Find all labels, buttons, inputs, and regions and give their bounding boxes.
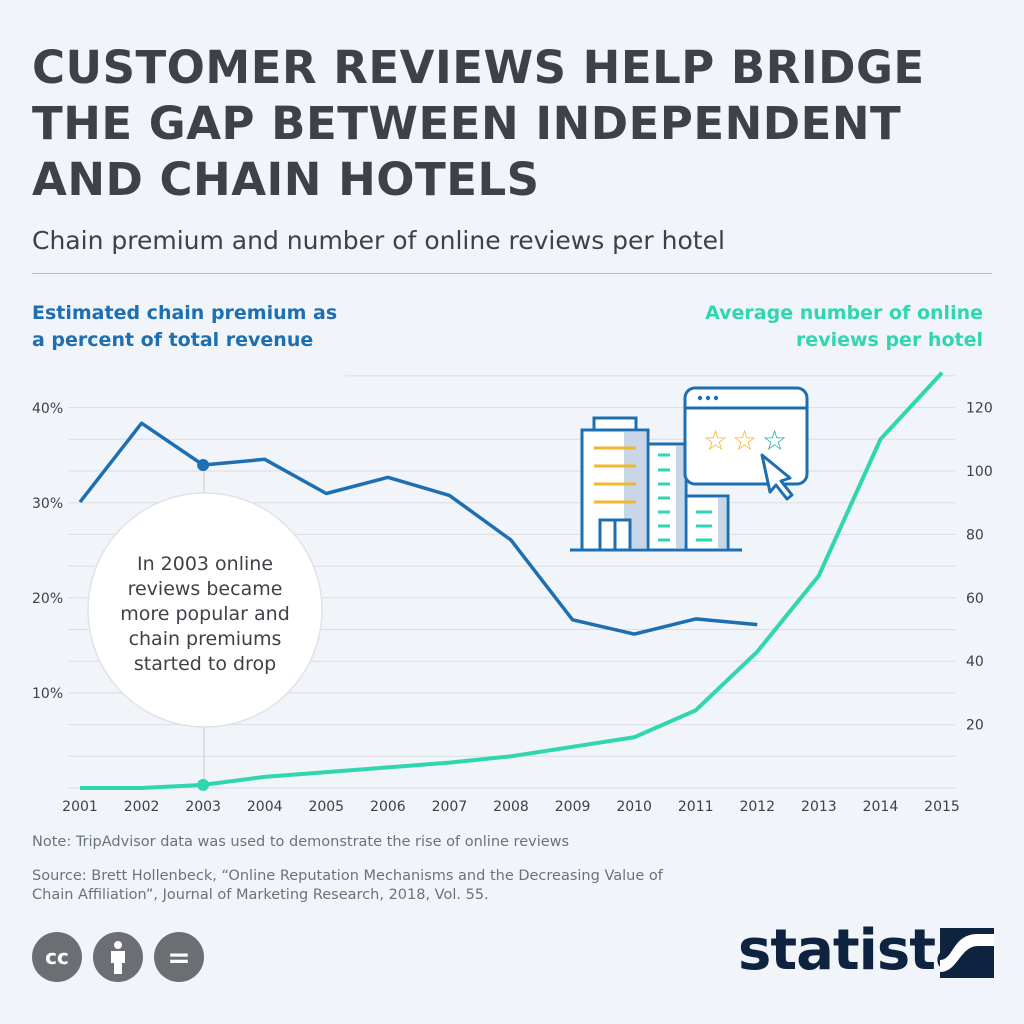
left-tick-label: 10% bbox=[32, 686, 63, 702]
x-tick-label: 2001 bbox=[62, 799, 98, 815]
x-tick-label: 2006 bbox=[370, 799, 406, 815]
annotation-line: more popular and bbox=[120, 603, 290, 625]
right-tick-label: 20 bbox=[966, 718, 984, 734]
right-axis-label: Average number of online reviews per hot… bbox=[705, 300, 983, 354]
svg-text:☆: ☆ bbox=[703, 424, 728, 457]
data-point bbox=[197, 778, 210, 791]
left-tick-label: 40% bbox=[32, 401, 63, 417]
left-axis-label-line2: a percent of total revenue bbox=[32, 329, 314, 351]
x-tick-label: 2002 bbox=[124, 799, 160, 815]
annotation-text: In 2003 online reviews became more popular… bbox=[120, 553, 290, 675]
x-tick-label: 2015 bbox=[924, 799, 960, 815]
left-axis-label: Estimated chain premium as a percent of … bbox=[32, 300, 337, 354]
x-tick-label: 2013 bbox=[801, 799, 837, 815]
x-tick-label: 2011 bbox=[678, 799, 714, 815]
by-icon bbox=[93, 932, 143, 982]
right-tick-label: 120 bbox=[966, 401, 993, 417]
svg-text:☆: ☆ bbox=[762, 424, 787, 457]
x-tick-label: 2014 bbox=[863, 799, 899, 815]
source: Source: Brett Hollenbeck, “Online Reputa… bbox=[32, 868, 663, 903]
x-tick-label: 2005 bbox=[308, 799, 344, 815]
right-tick-label: 80 bbox=[966, 527, 984, 543]
right-tick-label: 100 bbox=[966, 464, 993, 480]
x-tick-label: 2003 bbox=[185, 799, 221, 815]
annotation-line: In 2003 online bbox=[137, 553, 273, 575]
cc-icon: cc bbox=[32, 932, 82, 982]
svg-text:☆: ☆ bbox=[732, 424, 757, 457]
annotation-line: reviews became bbox=[128, 578, 283, 600]
divider bbox=[32, 273, 992, 274]
chain-premium-line bbox=[78, 421, 758, 636]
left-axis-label-line1: Estimated chain premium as bbox=[32, 302, 338, 324]
statista-logo-mark-icon bbox=[940, 928, 994, 978]
left-tick-label: 30% bbox=[32, 496, 63, 512]
line-chart: ☆ ☆ ☆ 2001 2002 2003 2004 2005 2006 2007 2008 20… bbox=[32, 371, 993, 815]
x-tick-label: 2007 bbox=[432, 799, 468, 815]
annotation-bubble: In 2003 online reviews became more popular… bbox=[87, 492, 323, 728]
right-tick-label: 60 bbox=[966, 591, 984, 607]
footnote: Note: TripAdvisor data was used to demon… bbox=[32, 834, 570, 850]
data-point bbox=[197, 459, 210, 471]
annotation-line: chain premiums bbox=[129, 628, 282, 650]
right-axis-label-line2: reviews per hotel bbox=[795, 329, 983, 351]
left-tick-label: 20% bbox=[32, 591, 63, 607]
right-tick-label: 40 bbox=[966, 654, 984, 670]
chart-title: CUSTOMER REVIEWS HELP BRIDGE THE GAP BET… bbox=[32, 41, 925, 206]
x-tick-label: 2009 bbox=[555, 799, 591, 815]
statista-logo: statista bbox=[738, 918, 973, 983]
x-tick-label: 2010 bbox=[616, 799, 652, 815]
nd-icon: = bbox=[154, 932, 204, 982]
right-axis-label-line1: Average number of online bbox=[705, 302, 983, 324]
x-tick-label: 2008 bbox=[493, 799, 529, 815]
x-tick-label: 2004 bbox=[247, 799, 283, 815]
hotel-review-illustration-icon: ☆ ☆ ☆ bbox=[570, 386, 809, 552]
chart-subtitle: Chain premium and number of online revie… bbox=[32, 226, 725, 255]
x-tick-label: 2012 bbox=[739, 799, 775, 815]
annotation-line: started to drop bbox=[134, 653, 276, 675]
